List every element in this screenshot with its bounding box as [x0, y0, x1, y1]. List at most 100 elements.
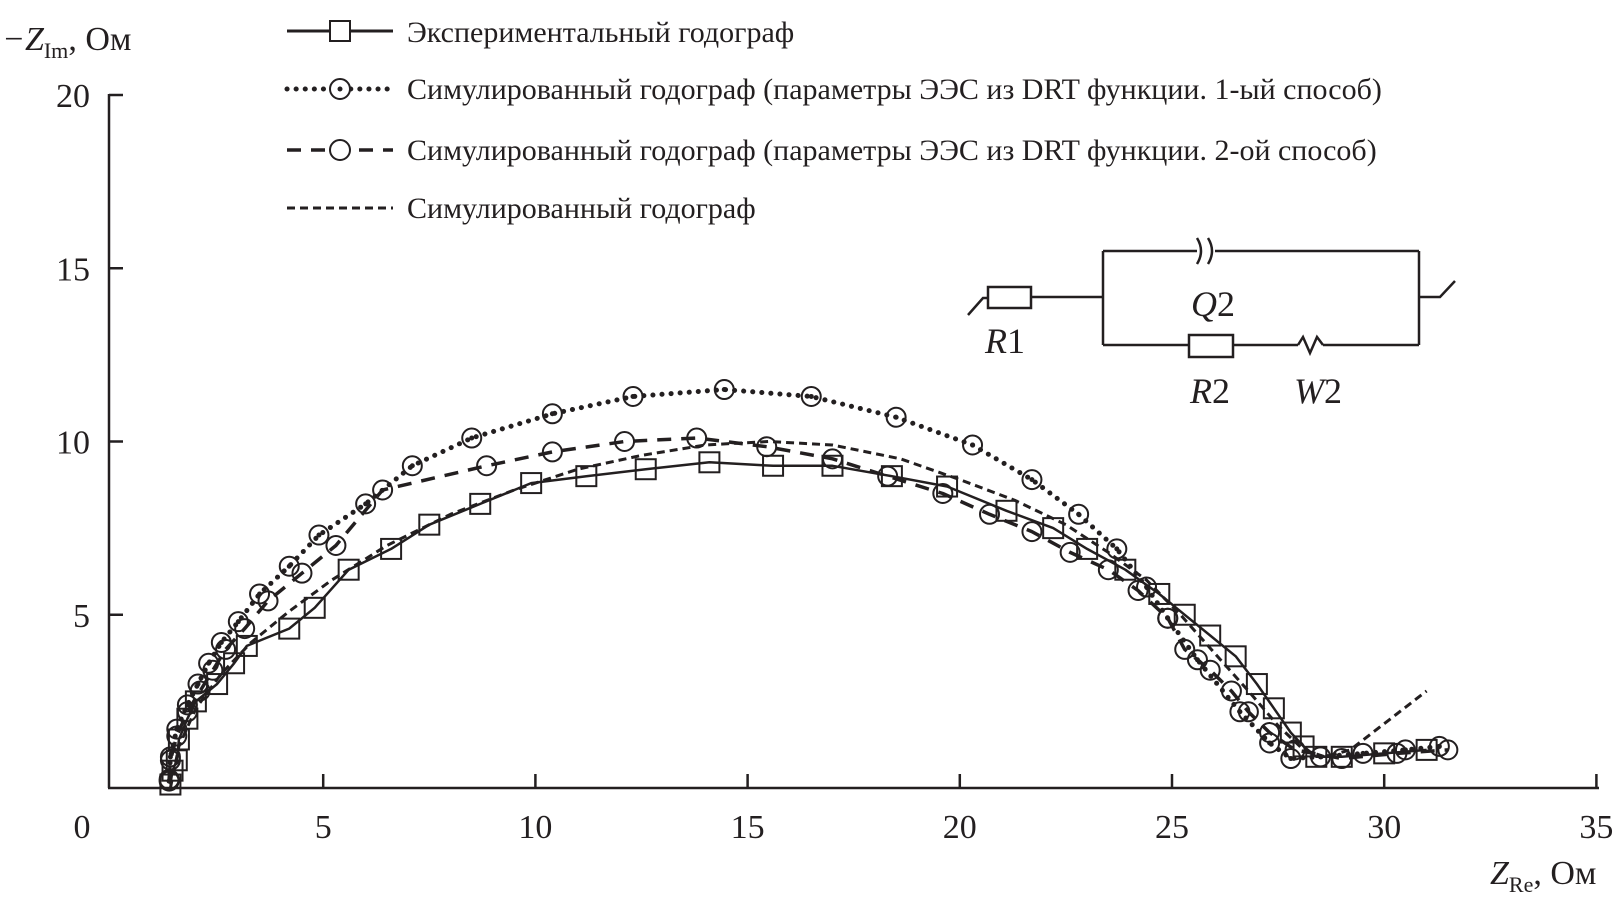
- data-point-circle: [176, 701, 198, 723]
- x-axis-title-unit: , Ом: [1533, 855, 1596, 892]
- circuit-label-w2: W2: [1294, 371, 1342, 411]
- cpe-q2-symbol: [1195, 237, 1214, 265]
- data-point-circle: [1021, 469, 1043, 491]
- data-point-center-dot: [1360, 750, 1366, 756]
- data-point-center-dot: [893, 414, 899, 420]
- data-point-square: [1415, 738, 1438, 761]
- data-point-center-dot: [316, 532, 322, 538]
- data-point-circle: [885, 406, 907, 428]
- circuit-label-number: 2: [1217, 284, 1235, 324]
- data-point-circle: [257, 590, 279, 612]
- data-point-square: [1173, 603, 1196, 626]
- circuit-right-lead: [1419, 280, 1456, 299]
- data-point-circle: [1068, 503, 1090, 525]
- circuit-label-number: 1: [1007, 321, 1025, 361]
- series-3: [158, 427, 1459, 790]
- data-point-circle: [1097, 559, 1119, 581]
- x-tick-label: 5: [315, 809, 332, 846]
- data-point-circle: [800, 385, 822, 407]
- data-point-circle: [176, 694, 198, 716]
- legend-item-sim-method2: Симулированный годограф (параметры ЭЭС и…: [287, 134, 1377, 167]
- data-point-circle: [1157, 607, 1179, 629]
- circuit-label-number: 2: [1324, 371, 1342, 411]
- data-point-square: [278, 617, 301, 640]
- circuit-label-q2: Q2: [1191, 284, 1235, 324]
- circuit-label-letter: R: [1189, 371, 1212, 411]
- legend-item-experimental: Экспериментальный годограф: [287, 16, 794, 49]
- y-tick-label: 10: [56, 425, 90, 462]
- data-point-circle: [1331, 748, 1353, 770]
- y-axis-title-unit: , Ом: [68, 21, 131, 58]
- resistor-r2-symbol: [1187, 333, 1235, 359]
- data-point-circle: [401, 455, 423, 477]
- x-tick-label: 20: [943, 809, 977, 846]
- legend-label: Симулированный годограф (параметры ЭЭС и…: [407, 73, 1382, 106]
- y-axis-title-sub: Im: [44, 38, 68, 63]
- warburg-w2-symbol: [1296, 334, 1324, 357]
- series-line: [167, 436, 1449, 780]
- series-line: [166, 387, 1442, 784]
- x-tick-label: 0: [74, 809, 91, 846]
- y-tick-label: 5: [73, 598, 90, 635]
- data-point-square: [235, 634, 258, 657]
- data-point-center-dot: [1029, 477, 1035, 483]
- data-point-circle: [476, 455, 498, 477]
- data-point-center-dot: [549, 411, 555, 417]
- ticks: 0 5 10 15 20 25 30 35 5 10 15 20: [56, 78, 1613, 846]
- data-point-circle: [821, 448, 843, 470]
- data-point-square: [1224, 645, 1247, 668]
- equivalent-circuit-inset: [967, 237, 1456, 359]
- data-point-circle: [202, 659, 224, 681]
- series-4: [168, 440, 1428, 789]
- data-point-circle: [614, 431, 636, 452]
- legend-circle-marker: [329, 139, 351, 161]
- data-point-center-dot: [409, 463, 415, 469]
- data-point-square: [1245, 673, 1268, 696]
- x-tick-label: 35: [1579, 809, 1613, 846]
- data-point-square: [1279, 721, 1302, 744]
- circuit-label-number: 2: [1212, 371, 1230, 411]
- data-point-circle: [756, 436, 778, 458]
- data-point-circle: [1021, 521, 1043, 543]
- data-point-circle: [1259, 722, 1281, 744]
- circuit-label-r1: R1: [984, 321, 1025, 361]
- legend-item-sim: Симулированный годограф: [287, 192, 756, 225]
- data-point-circle: [166, 718, 188, 740]
- data-point-square: [762, 454, 785, 477]
- legend-label: Симулированный годограф (параметры ЭЭС и…: [407, 134, 1377, 167]
- data-point-square: [821, 454, 844, 477]
- legend-square-marker: [329, 20, 351, 42]
- resistor-r1-symbol: [986, 285, 1033, 310]
- data-point-square: [418, 513, 441, 536]
- circuit-left-lead: [967, 296, 988, 316]
- data-point-circle: [278, 555, 300, 577]
- x-tick-label: 10: [518, 809, 552, 846]
- data-point-circle: [166, 725, 188, 747]
- legend-circle-center-dot: [337, 86, 343, 92]
- data-point-circle: [461, 427, 483, 449]
- data-point-center-dot: [808, 393, 814, 399]
- circuit-label-letter: R: [984, 321, 1007, 361]
- data-point-square: [469, 492, 492, 515]
- data-point-circle: [1220, 680, 1242, 702]
- series-1: [159, 451, 1438, 796]
- data-point-circle: [1199, 659, 1221, 681]
- data-point-circle: [1186, 649, 1208, 671]
- series-2: [158, 379, 1450, 792]
- legend: Экспериментальный годограф Симулированны…: [284, 16, 1382, 225]
- data-point-circle: [1059, 541, 1081, 563]
- data-point-square: [337, 558, 360, 581]
- data-point-center-dot: [630, 393, 636, 399]
- data-point-circle: [877, 465, 899, 487]
- data-point-center-dot: [970, 442, 976, 448]
- data-point-circle: [1127, 579, 1149, 601]
- series-layer: [158, 379, 1459, 796]
- data-point-circle: [291, 562, 313, 584]
- data-point-circle: [979, 503, 1001, 525]
- data-point-center-dot: [363, 501, 369, 507]
- x-tick-label: 30: [1367, 809, 1401, 846]
- data-point-circle: [355, 493, 377, 515]
- data-point-circle: [308, 524, 330, 546]
- data-point-circle: [227, 611, 249, 633]
